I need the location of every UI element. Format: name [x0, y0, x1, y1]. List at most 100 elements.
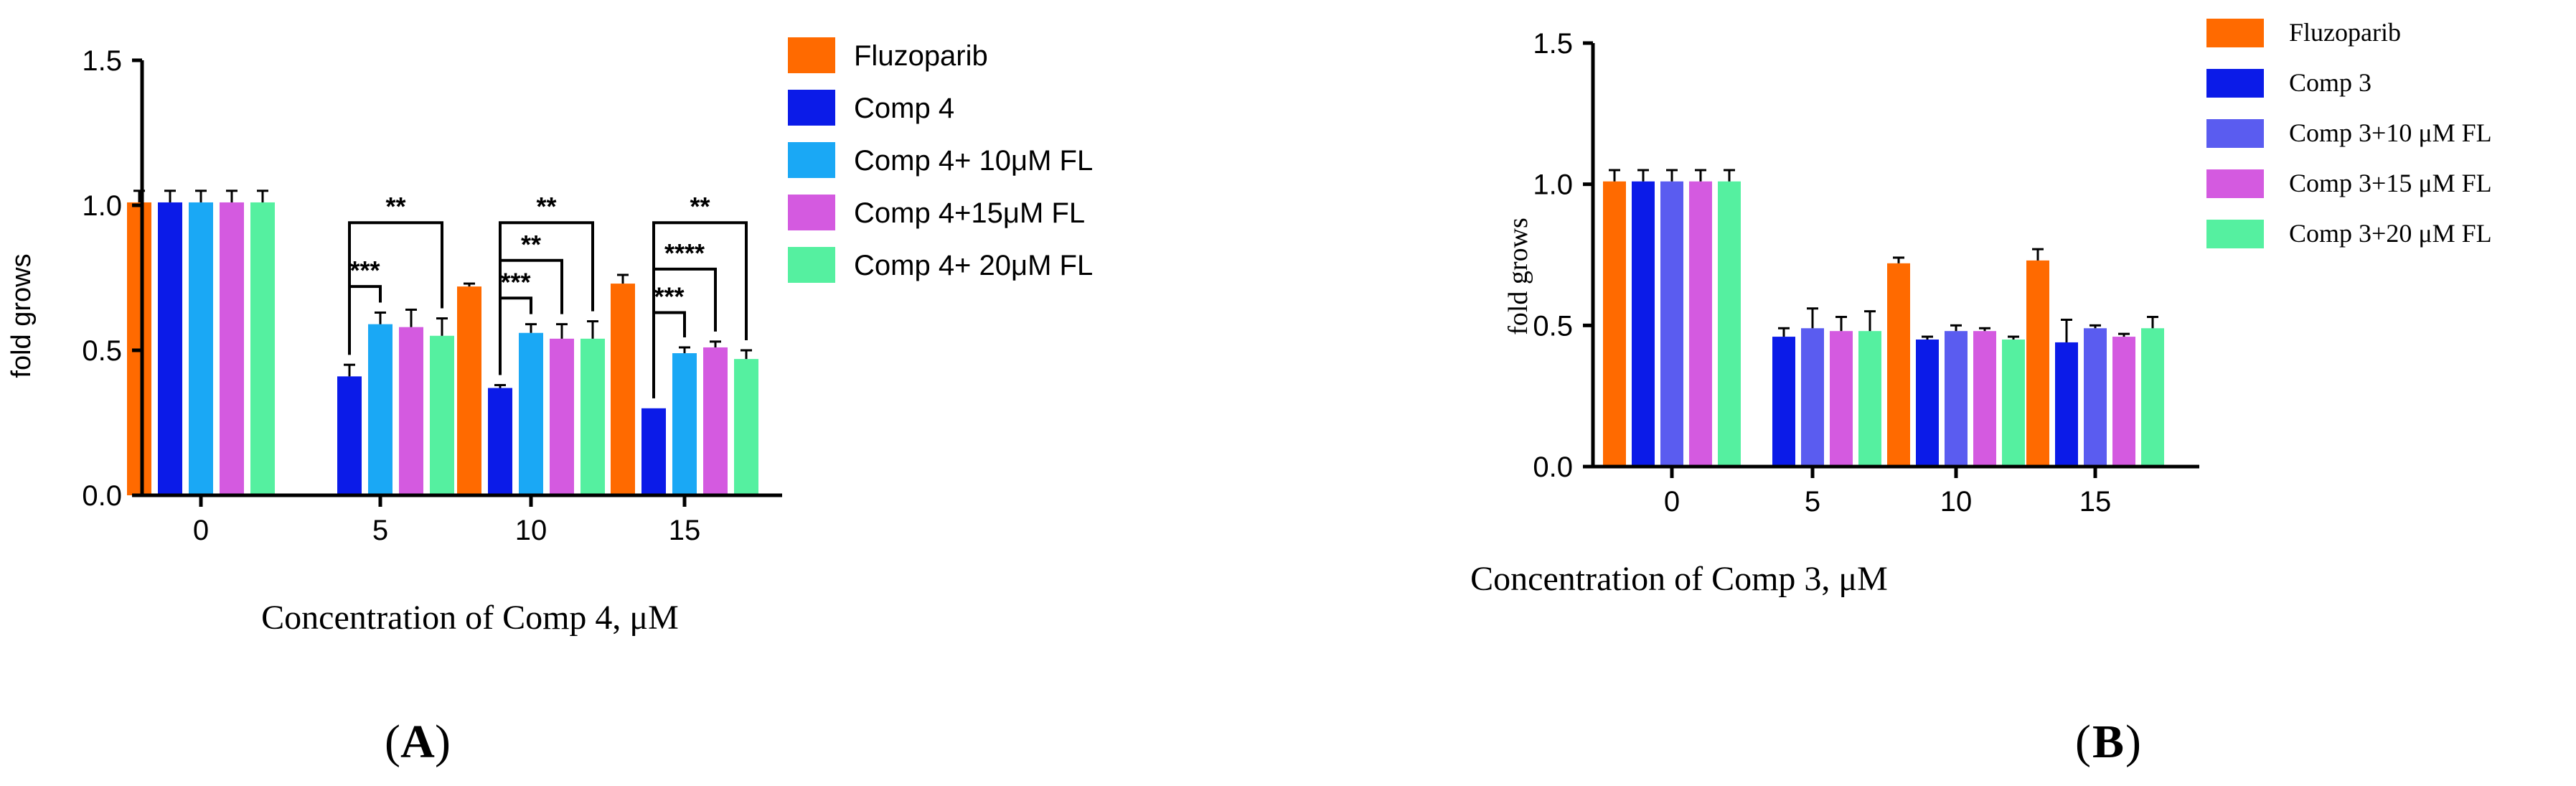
x-tick-label: 5 [372, 515, 388, 546]
bar-fluzoparib-10 [457, 286, 481, 495]
panel-b-axes: 0.0 0.5 1.0 1.5 0 5 10 15 [1533, 28, 2199, 518]
bar-comp-4-0 [158, 202, 182, 495]
panel-a-significance: ********************* [348, 192, 748, 398]
bar-comp-3-15-um-fl-0 [1689, 181, 1712, 467]
bar-comp-3-20-um-fl-10 [2002, 340, 2025, 467]
bar-comp-3-15-um-fl-15 [2112, 337, 2135, 467]
bar-comp-4-10um-fl-15 [672, 353, 697, 495]
svg-text:(: ( [2075, 716, 2091, 768]
legend-label-comp-4-20um-fl: Comp 4+ 20μM FL [854, 250, 1093, 281]
legend-label-comp-3-15-um-fl: Comp 3+15 μM FL [2289, 169, 2492, 197]
bar-comp-4-10 [488, 388, 512, 495]
legend-label-comp-3-10-um-fl: Comp 3+10 μM FL [2289, 118, 2492, 147]
significance-bracket-line [348, 285, 382, 355]
y-tick-label: 0.5 [82, 335, 122, 367]
significance-bracket: *** [652, 281, 686, 398]
panel-label-b: ( B ) [2075, 716, 2141, 768]
bar-comp-4-15um-fl-0 [220, 202, 244, 495]
bar-comp-4-5 [337, 376, 362, 495]
legend-swatch-comp-3 [2206, 69, 2264, 98]
y-tick-label: 0.5 [1533, 310, 1573, 342]
svg-text:): ) [2125, 716, 2141, 768]
legend-swatch-comp-4-10um-fl [788, 142, 835, 178]
significance-label: ** [536, 192, 556, 221]
significance-label: ** [521, 230, 541, 259]
legend-swatch-comp-3-10-um-fl [2206, 119, 2264, 148]
bar-comp-3-5 [1772, 337, 1795, 467]
legend-swatch-comp-4-15um-fl [788, 195, 835, 230]
y-tick-label: 0.0 [82, 480, 122, 512]
significance-bracket-line [348, 221, 443, 355]
panel-b-chart: 0.0 0.5 1.0 1.5 0 5 10 15 fold grows Concentrat… [1470, 18, 2491, 598]
bar-comp-4-15um-fl-10 [550, 338, 574, 495]
bar-comp-4-20um-fl-0 [250, 202, 275, 495]
x-tick-label: 15 [669, 515, 701, 546]
significance-bracket: *** [348, 256, 382, 355]
x-tick-label: 15 [2079, 486, 2112, 518]
legend-label-comp-4: Comp 4 [854, 93, 954, 124]
panel-a-y-axis-label: fold grows [6, 253, 37, 378]
legend-label-fluzoparib: Fluzoparib [2289, 18, 2401, 47]
y-tick-label: 1.0 [1533, 169, 1573, 201]
panel-a-legend: Fluzoparib Comp 4 Comp 4+ 10μM FL Comp 4+15… [788, 37, 1093, 283]
panel-b-legend: Fluzoparib Comp 3 Comp 3+10 μM FL Comp 3+15… [2206, 18, 2492, 248]
legend-label-fluzoparib: Fluzoparib [854, 40, 988, 72]
significance-bracket-line [652, 311, 686, 398]
bar-comp-4-10um-fl-5 [368, 324, 392, 495]
significance-bracket: *** [499, 267, 532, 375]
bar-comp-3-15 [2055, 342, 2078, 467]
bar-comp-3-10-um-fl-5 [1801, 328, 1824, 467]
bar-comp-3-15-um-fl-5 [1830, 331, 1853, 467]
bar-comp-3-10-um-fl-15 [2084, 328, 2107, 467]
panel-a-chart: ********************* 0.00.51.01.50 5 10 15… [6, 37, 1093, 637]
legend-swatch-fluzoparib [2206, 19, 2264, 47]
panel-label-a: ( A ) [385, 716, 451, 768]
x-tick-label: 5 [1805, 486, 1820, 518]
legend-label-comp-3-20-um-fl: Comp 3+20 μM FL [2289, 219, 2492, 248]
svg-text:A: A [400, 716, 435, 768]
significance-label: **** [664, 238, 705, 268]
y-tick-label: 1.5 [1533, 28, 1573, 60]
x-tick-label: 10 [1940, 486, 1973, 518]
bar-comp-4-15um-fl-5 [399, 327, 423, 495]
bar-fluzoparib-10 [1887, 263, 1910, 467]
significance-label: *** [500, 267, 530, 296]
bar-fluzoparib-15 [2026, 260, 2049, 467]
x-tick-label: 0 [1664, 486, 1680, 518]
legend-label-comp-3: Comp 3 [2289, 68, 2371, 97]
bar-comp-4-20um-fl-15 [734, 359, 758, 495]
bar-comp-3-15-um-fl-10 [1973, 331, 1996, 467]
bar-comp-3-0 [1632, 181, 1655, 467]
bar-comp-4-15um-fl-15 [703, 347, 728, 495]
svg-text:): ) [435, 716, 451, 768]
panel-b-bars [1603, 181, 2164, 467]
bar-comp-4-15 [641, 408, 666, 495]
legend-swatch-comp-4-20um-fl [788, 247, 835, 283]
bar-comp-4-10um-fl-0 [189, 202, 213, 495]
panel-b-y-axis-label: fold grows [1503, 217, 1533, 335]
bar-comp-3-20-um-fl-0 [1718, 181, 1741, 467]
x-tick-label: 0 [193, 515, 209, 546]
svg-text:B: B [2092, 716, 2124, 768]
bar-comp-3-10-um-fl-0 [1660, 181, 1683, 467]
legend-label-comp-4-15um-fl: Comp 4+15μM FL [854, 197, 1085, 229]
bar-comp-3-20-um-fl-15 [2141, 328, 2164, 467]
y-tick-label: 1.0 [82, 190, 122, 222]
legend-swatch-comp-3-20-um-fl [2206, 220, 2264, 248]
bar-fluzoparib-15 [611, 284, 635, 495]
legend-swatch-comp-3-15-um-fl [2206, 169, 2264, 198]
significance-label: ** [690, 192, 710, 221]
svg-text:(: ( [385, 716, 400, 768]
panel-a-axes: 0.0 0.5 1.0 1.5 0 5 10 15 [82, 45, 782, 546]
legend-swatch-fluzoparib [788, 37, 835, 73]
bar-fluzoparib-0 [1603, 181, 1626, 467]
panel-a-x-axis-label: Concentration of Comp 4, μM [261, 599, 679, 637]
legend-swatch-comp-4 [788, 90, 835, 126]
significance-label: ** [385, 192, 405, 221]
significance-label: *** [654, 281, 684, 311]
x-tick-label: 10 [515, 515, 547, 546]
panel-b-x-axis-label: Concentration of Comp 3, μM [1470, 560, 1888, 598]
panel-a-error-bars [133, 190, 752, 388]
y-tick-label: 0.0 [1533, 452, 1573, 483]
